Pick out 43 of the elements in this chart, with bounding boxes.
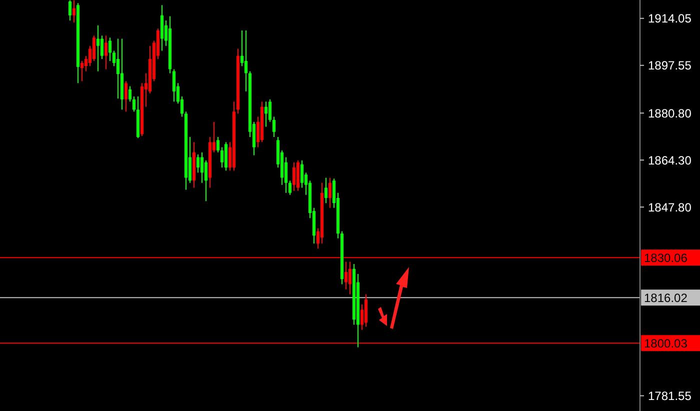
candlestick [284,156,288,194]
candlestick [216,136,220,153]
candlestick [360,304,364,330]
candlestick [292,162,296,192]
candlestick [160,4,164,52]
y-tick-label: 1847.80 [648,200,692,214]
candlestick [364,294,368,328]
y-tick-label: 1781.55 [648,388,692,403]
ref-line-label: 1816.02 [644,290,688,305]
candlestick [80,60,84,82]
y-tick-label: 1897.55 [648,58,692,73]
candlestick [108,37,112,62]
candlestick [300,160,304,188]
ref-line-label: 1800.03 [644,336,688,350]
candlestick [132,96,136,112]
y-tick-label: 1864.30 [648,153,692,168]
candlestick [68,0,72,22]
candlestick [324,177,328,204]
candlestick [92,35,96,62]
candlestick [172,68,176,102]
candlestick [100,35,104,60]
candlestick [204,160,208,202]
candlestick [268,98,272,122]
candlestick [116,38,120,100]
candlestick [124,80,128,112]
candlestick [200,152,204,184]
candlestick [344,261,348,290]
ref-line-label: 1830.06 [644,250,688,265]
candlestick [264,101,268,128]
candlestick [272,116,276,138]
candlestick [104,35,108,70]
candlestick [244,30,248,92]
y-tick-label: 1914.05 [648,12,692,26]
candlestick [96,24,100,72]
candlestick [224,142,228,172]
candlestick [196,154,200,174]
y-tick-label: 1880.80 [648,106,692,120]
candlestick [328,177,332,208]
candlestick [128,86,132,102]
candlestick [288,180,292,196]
candlestick [348,261,352,295]
candlestick [72,0,76,23]
candlestick [220,146,224,168]
